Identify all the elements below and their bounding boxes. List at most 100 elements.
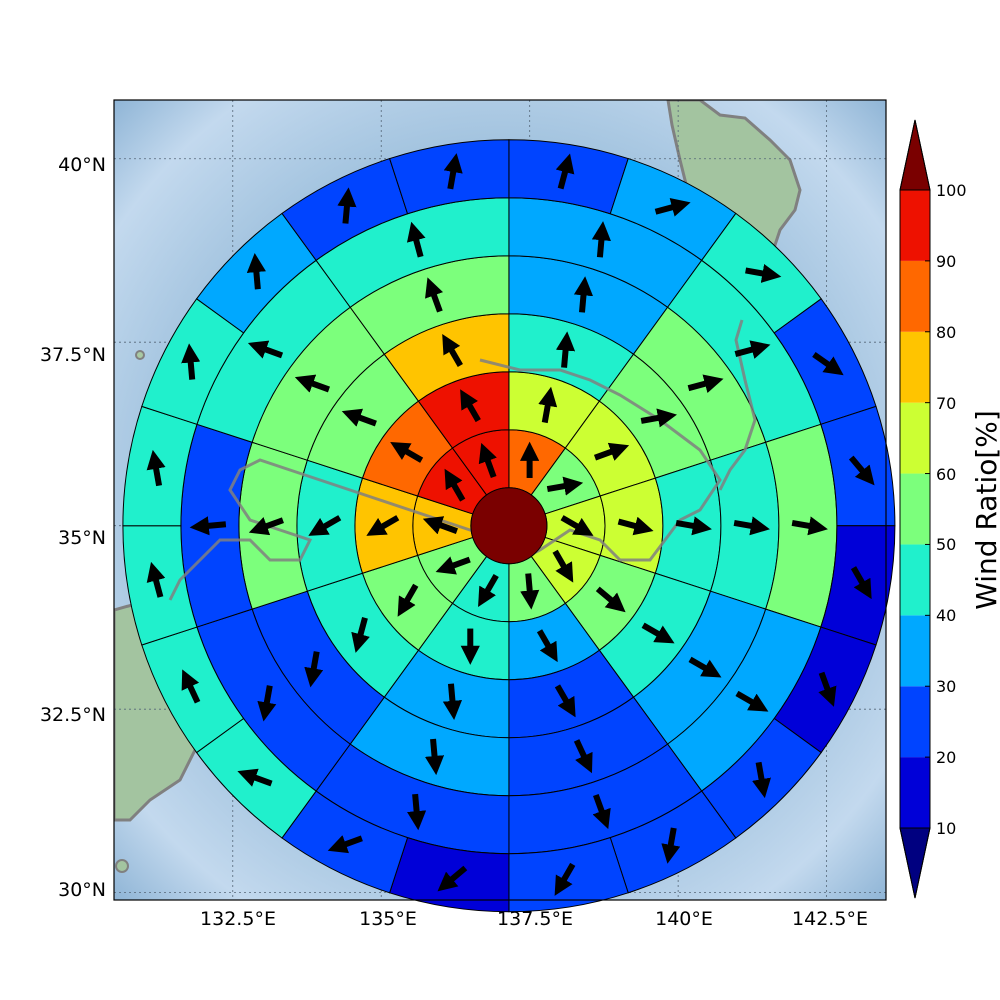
colorbar-segment [900,331,930,403]
wind-vector-arrow [733,516,770,536]
colorbar-tick-label: 20 [936,748,956,767]
colorbar-segment [900,402,930,474]
wind-vector-arrow [812,351,844,376]
wind-vector-arrow [654,198,691,217]
wind-vector-arrow [146,561,166,598]
wind-vector-arrow [734,340,771,359]
wind-vector-arrow [246,253,266,290]
wind-vector-arrow [735,690,769,712]
wind-vector-arrow [181,669,201,704]
wind-vector-arrow [595,586,626,613]
wind-vector-arrow [848,455,875,486]
colorbar-segment [900,190,930,261]
wind-vector-arrow [237,768,273,787]
colorbar-over-extension [899,119,931,191]
wind-vector-arrow [308,515,342,536]
colorbar-ticks: 10 20 30 40 50 60 70 80 90 100 [936,181,967,838]
wind-vector-arrow [675,516,712,536]
wind-vector-arrow [560,515,594,536]
colorbar-tick-label: 40 [936,606,956,625]
wind-vector-arrow [640,408,677,428]
coastline-overlay-north [718,319,757,491]
wind-vector-arrow [390,442,424,463]
land-shape-oki [135,350,145,360]
colorbar-tick-label: 30 [936,677,956,696]
wind-vector-arrow [146,449,166,487]
colorbar-tick-label: 60 [936,465,956,484]
wind-vector-arrow [422,516,458,535]
wind-vector-arrow [351,617,370,653]
wind-vector-arrow [555,153,575,190]
wind-vector-arrow [248,517,284,536]
colorbar-tick-label: 50 [936,535,956,554]
wind-vector-arrow [341,408,377,427]
wind-vector-arrow [442,683,463,720]
wind-vector-arrow [552,549,574,583]
wind-vector-arrow [478,442,497,479]
y-tick-label: 37.5°N [40,344,106,366]
wind-vector-arrow [397,583,419,617]
wind-vector-arrow [687,374,724,394]
wind-vector-arrow [337,187,357,224]
map-frame [113,99,887,901]
wind-vector-arrow [435,556,471,575]
x-tick-label: 142.5°E [792,908,868,930]
colorbar-segment [900,544,930,616]
wind-vector-arrow [366,515,400,536]
x-tick-label: 132.5°E [200,908,276,930]
wind-vector-arrow [573,739,593,774]
colorbar-segment [900,473,930,545]
wind-vector-arrow [661,827,681,864]
wind-vector-arrow [573,276,594,313]
wind-vector-arrow [617,516,654,536]
colorbar-tick-label: 70 [936,394,956,413]
wind-vector-arrow [327,835,363,854]
wind-vector-arrow [592,793,611,830]
wind-vector-arrow [591,221,611,258]
map-panel [113,99,896,913]
wind-vector-arrow [555,331,576,368]
y-axis-ticks: 30°N 32.5°N 35°N 37.5°N 40°N [40,154,106,901]
wind-vector-arrow [406,221,426,258]
wind-vector-arrow [443,153,463,190]
wind-vector-arrow [688,656,722,678]
wind-vector-arrow [641,622,675,644]
y-tick-label: 40°N [58,154,106,176]
wind-vector-arrow [554,862,576,896]
wind-vector-arrow [536,629,558,663]
colorbar-tick-label: 100 [936,181,967,200]
wind-vector-arrow [189,516,227,536]
wind-vector-arrow [444,468,466,502]
colorbar-tick-label: 80 [936,323,956,342]
y-tick-label: 30°N [58,879,106,901]
y-tick-label: 32.5°N [40,704,106,726]
colorbar-label: Wind Ratio[%] [970,410,1000,610]
colorbar-segment [900,615,930,687]
x-tick-label: 135°E [359,908,417,930]
wind-vector-arrow [593,442,630,461]
y-tick-label: 35°N [58,527,106,549]
colorbar-tick-label: 90 [936,252,956,271]
wind-vector-arrow [818,671,837,707]
wind-vector-arrow [546,476,584,496]
wind-vector-arrow [752,761,771,799]
wind-vector-arrow [460,389,481,423]
x-tick-label: 137.5°E [497,908,573,930]
wind-vector-arrow [442,334,463,368]
wind-vector-arrow [520,573,540,610]
colorbar-segment [900,686,930,758]
wind-vector-arrow [437,865,468,892]
colorbar [899,119,931,899]
colorbar-segment [900,260,930,332]
x-axis-ticks: 132.5°E 135°E 137.5°E 140°E 142.5°E [200,908,868,930]
wind-vector-arrow [181,343,201,380]
wind-vector-arrow [424,738,445,776]
colorbar-under-extension [899,827,931,899]
wind-vector-arrow [257,685,277,722]
wind-vector-arrow [425,277,444,313]
wind-vectors [146,153,875,896]
wind-vector-arrow [791,516,828,536]
x-tick-label: 140°E [655,908,713,930]
wind-vector-arrow [850,566,872,600]
